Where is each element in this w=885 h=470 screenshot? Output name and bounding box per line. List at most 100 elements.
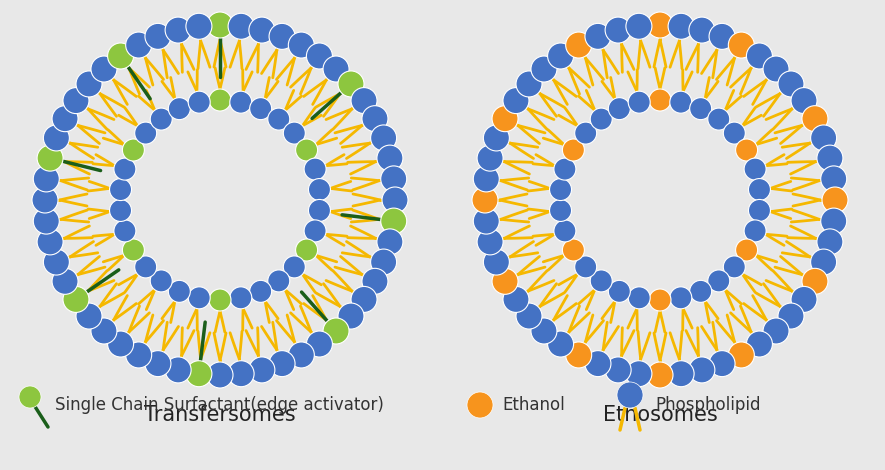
Circle shape xyxy=(670,287,692,309)
Circle shape xyxy=(304,220,326,242)
Circle shape xyxy=(126,32,151,58)
Circle shape xyxy=(122,139,144,161)
Circle shape xyxy=(820,166,847,192)
Circle shape xyxy=(269,351,295,376)
Circle shape xyxy=(110,179,132,201)
Circle shape xyxy=(230,91,252,113)
Circle shape xyxy=(34,208,59,234)
Circle shape xyxy=(52,268,78,294)
Circle shape xyxy=(562,239,584,261)
Circle shape xyxy=(150,270,173,292)
Circle shape xyxy=(249,357,275,383)
Circle shape xyxy=(283,256,305,278)
Circle shape xyxy=(108,43,134,69)
Circle shape xyxy=(608,98,630,120)
Circle shape xyxy=(709,351,735,376)
Circle shape xyxy=(550,179,572,201)
Circle shape xyxy=(186,13,212,39)
Text: Ethosomes: Ethosomes xyxy=(603,405,718,425)
Circle shape xyxy=(735,139,758,161)
Circle shape xyxy=(377,229,403,255)
Circle shape xyxy=(548,331,573,357)
Circle shape xyxy=(168,280,190,302)
Circle shape xyxy=(708,108,730,130)
Circle shape xyxy=(723,122,745,144)
Circle shape xyxy=(728,342,754,368)
Circle shape xyxy=(608,280,630,302)
Circle shape xyxy=(708,270,730,292)
Circle shape xyxy=(649,89,671,111)
Circle shape xyxy=(668,13,694,39)
Circle shape xyxy=(76,303,102,329)
Circle shape xyxy=(467,392,493,418)
Circle shape xyxy=(822,187,848,213)
Circle shape xyxy=(145,24,171,49)
Circle shape xyxy=(371,125,396,151)
Circle shape xyxy=(516,303,542,329)
Circle shape xyxy=(230,287,252,309)
Circle shape xyxy=(145,351,171,376)
Circle shape xyxy=(283,122,305,144)
Circle shape xyxy=(186,360,212,387)
Circle shape xyxy=(791,87,817,114)
Circle shape xyxy=(268,270,289,292)
Circle shape xyxy=(483,249,510,275)
Circle shape xyxy=(590,108,612,130)
Circle shape xyxy=(250,280,272,302)
Circle shape xyxy=(689,17,715,43)
Circle shape xyxy=(735,239,758,261)
Circle shape xyxy=(250,98,272,120)
Circle shape xyxy=(91,56,117,82)
Circle shape xyxy=(37,229,63,255)
Circle shape xyxy=(43,249,69,275)
Circle shape xyxy=(135,256,157,278)
Circle shape xyxy=(554,220,576,242)
Circle shape xyxy=(689,98,712,120)
Circle shape xyxy=(626,13,652,39)
Circle shape xyxy=(802,106,828,132)
Circle shape xyxy=(689,357,715,383)
Circle shape xyxy=(43,125,69,151)
Circle shape xyxy=(362,268,388,294)
Circle shape xyxy=(377,145,403,171)
Circle shape xyxy=(811,249,836,275)
Circle shape xyxy=(381,166,407,192)
Circle shape xyxy=(554,158,576,180)
Circle shape xyxy=(689,280,712,302)
Circle shape xyxy=(37,145,63,171)
Circle shape xyxy=(778,71,804,97)
Circle shape xyxy=(585,351,611,376)
Circle shape xyxy=(472,187,498,213)
Circle shape xyxy=(516,71,542,97)
Circle shape xyxy=(492,268,518,294)
Circle shape xyxy=(817,229,843,255)
Circle shape xyxy=(338,303,364,329)
Text: Single Chain Surfactant(edge activator): Single Chain Surfactant(edge activator) xyxy=(55,396,384,414)
Text: Ethanol: Ethanol xyxy=(502,396,565,414)
Circle shape xyxy=(605,357,631,383)
Circle shape xyxy=(249,17,275,43)
Circle shape xyxy=(477,229,503,255)
Circle shape xyxy=(746,331,773,357)
Circle shape xyxy=(309,199,330,221)
Circle shape xyxy=(670,91,692,113)
Circle shape xyxy=(590,270,612,292)
Circle shape xyxy=(371,249,396,275)
Circle shape xyxy=(763,56,789,82)
Circle shape xyxy=(362,106,388,132)
Circle shape xyxy=(122,239,144,261)
Circle shape xyxy=(492,106,518,132)
Circle shape xyxy=(749,179,771,201)
Circle shape xyxy=(269,24,295,49)
Circle shape xyxy=(503,87,529,114)
Circle shape xyxy=(108,331,134,357)
Circle shape xyxy=(91,318,117,344)
Circle shape xyxy=(110,199,132,221)
Circle shape xyxy=(749,199,771,221)
Circle shape xyxy=(531,56,557,82)
Text: Phospholipid: Phospholipid xyxy=(655,396,760,414)
Circle shape xyxy=(165,17,191,43)
Circle shape xyxy=(114,158,136,180)
Circle shape xyxy=(228,13,254,39)
Circle shape xyxy=(309,179,330,201)
